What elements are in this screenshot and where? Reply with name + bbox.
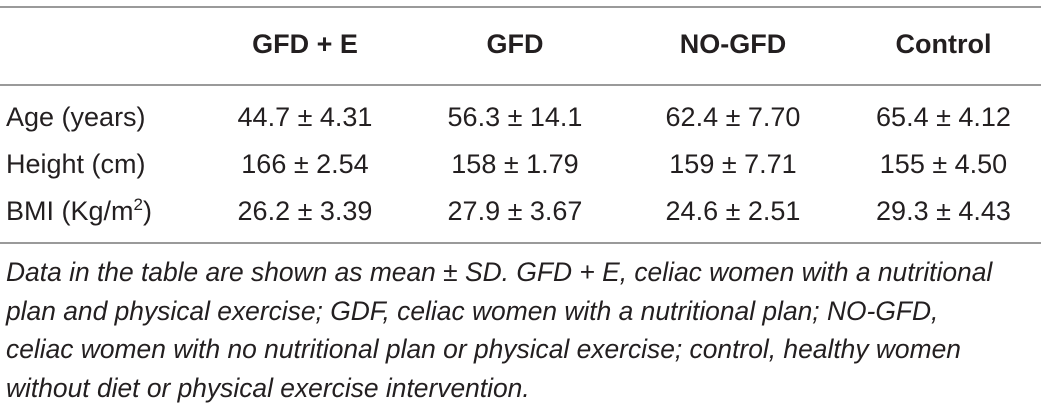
table-cell: 24.6 ± 2.51 [620,188,846,235]
footnote-line: plan and physical exercise; GDF, celiac … [6,292,1038,331]
table-cell: 62.4 ± 7.70 [620,84,846,141]
table-cell: 155 ± 4.50 [846,141,1041,188]
superscript-2: 2 [134,195,143,214]
header-cell-gfd-e: GFD + E [200,0,410,84]
row-label-height: Height (cm) [0,141,200,188]
table-cell: 27.9 ± 3.67 [410,188,620,235]
footnote-line: celiac women with no nutritional plan or… [6,330,1038,369]
table-footnote: Data in the table are shown as mean ± SD… [6,253,1038,407]
table-cell: 166 ± 2.54 [200,141,410,188]
table-cell: 158 ± 1.79 [410,141,620,188]
row-label-bmi: BMI (Kg/m2) [0,188,200,235]
table-row: Height (cm) 166 ± 2.54 158 ± 1.79 159 ± … [0,141,1041,188]
footnote-line: without diet or physical exercise interv… [6,369,1038,407]
row-label-bmi-text: BMI (Kg/m [6,196,134,226]
footnote-line: Data in the table are shown as mean ± SD… [6,253,1038,292]
header-cell-no-gfd: NO-GFD [620,0,846,84]
table-cell: 65.4 ± 4.12 [846,84,1041,141]
table-cell: 44.7 ± 4.31 [200,84,410,141]
header-cell-control: Control [846,0,1041,84]
table-row: BMI (Kg/m2) 26.2 ± 3.39 27.9 ± 3.67 24.6… [0,188,1041,235]
bottom-rule [0,242,1041,244]
table-cell: 56.3 ± 14.1 [410,84,620,141]
data-table: GFD + E GFD NO-GFD Control Age (years) 4… [0,0,1041,235]
table-cell: 26.2 ± 3.39 [200,188,410,235]
table-cell: 159 ± 7.71 [620,141,846,188]
row-label-age: Age (years) [0,84,200,141]
table-cell: 29.3 ± 4.43 [846,188,1041,235]
header-cell-empty [0,0,200,84]
header-cell-gfd: GFD [410,0,620,84]
table-row: Age (years) 44.7 ± 4.31 56.3 ± 14.1 62.4… [0,84,1041,141]
row-label-bmi-suffix: ) [143,196,152,226]
header-row: GFD + E GFD NO-GFD Control [0,0,1041,84]
